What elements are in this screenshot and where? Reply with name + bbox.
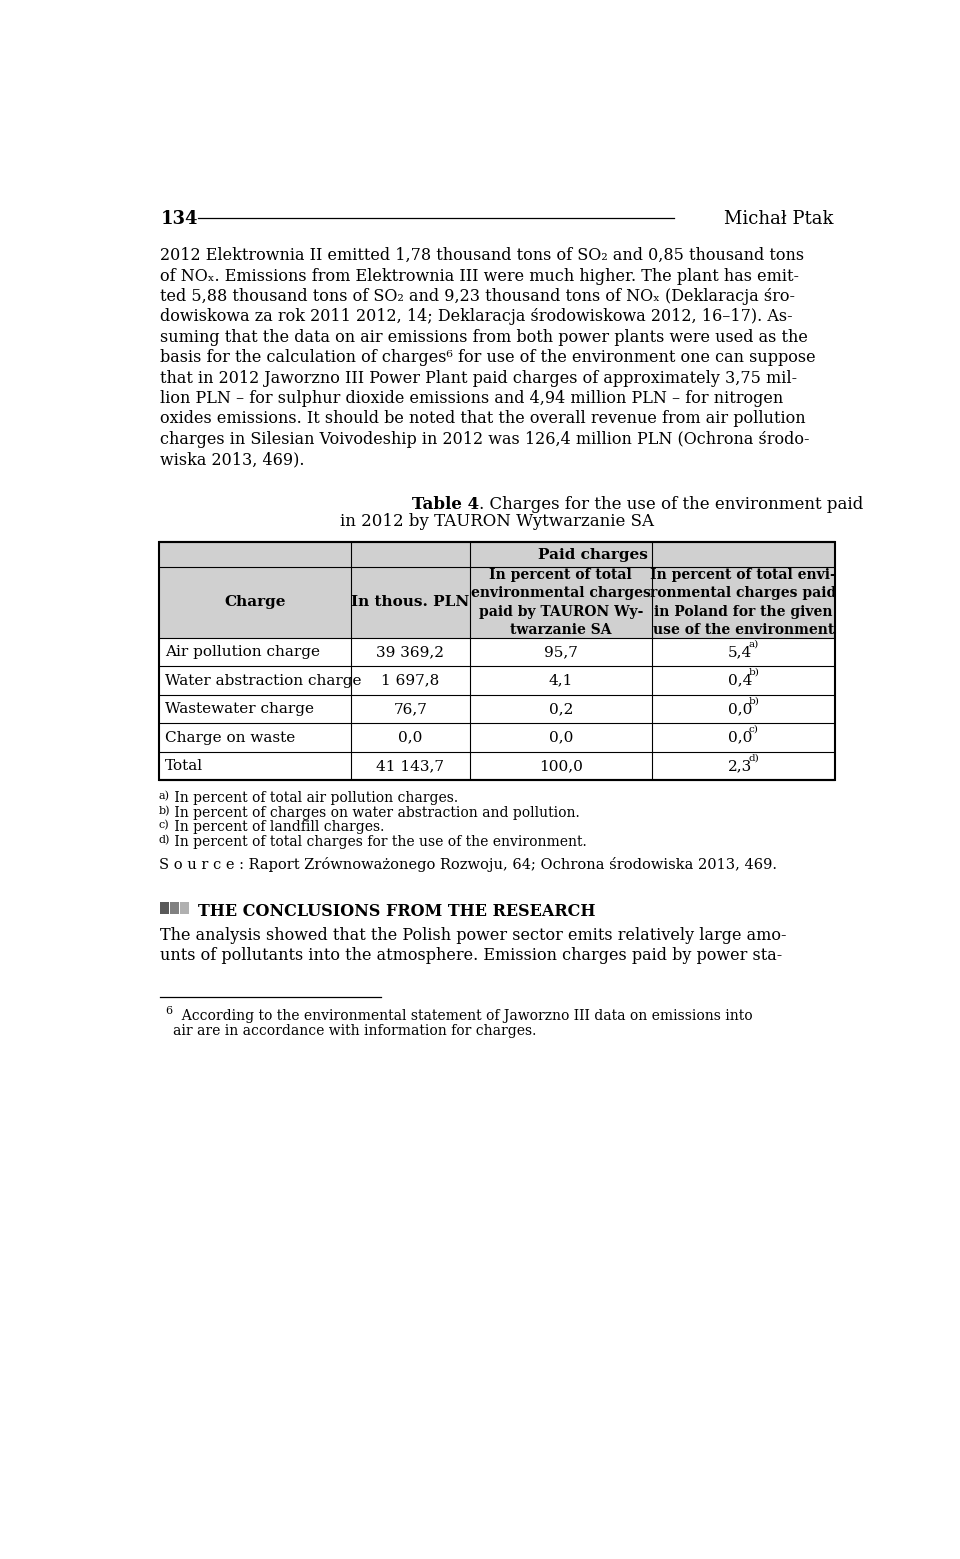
Text: The analysis showed that the Polish power sector emits relatively large amo-: The analysis showed that the Polish powe… <box>160 926 787 943</box>
Text: 0,2: 0,2 <box>549 702 573 716</box>
Text: 134: 134 <box>160 210 198 228</box>
Text: 76,7: 76,7 <box>394 702 427 716</box>
Bar <box>158 543 834 781</box>
Text: 4,1: 4,1 <box>549 673 573 688</box>
Text: 1 697,8: 1 697,8 <box>381 673 440 688</box>
Bar <box>160 903 169 914</box>
Text: 95,7: 95,7 <box>544 645 578 659</box>
Text: b): b) <box>749 667 759 677</box>
Text: In percent of charges on water abstraction and pollution.: In percent of charges on water abstracti… <box>170 806 579 820</box>
Text: suming that the data on air emissions from both power plants were used as the: suming that the data on air emissions fr… <box>160 329 808 346</box>
Text: 0,0: 0,0 <box>728 731 753 745</box>
Text: lion PLN – for sulphur dioxide emissions and 4,94 million PLN – for nitrogen: lion PLN – for sulphur dioxide emissions… <box>160 390 783 407</box>
Text: Paid charges: Paid charges <box>538 547 648 561</box>
Text: In percent of total
environmental charges
paid by TAURON Wy-
twarzanie SA: In percent of total environmental charge… <box>471 567 651 638</box>
Text: in 2012 by TAURON Wytwarzanie SA: in 2012 by TAURON Wytwarzanie SA <box>340 513 654 530</box>
Bar <box>158 567 834 638</box>
Bar <box>158 543 834 567</box>
Text: 0,0: 0,0 <box>728 702 753 716</box>
Text: d): d) <box>158 836 170 845</box>
Bar <box>180 903 189 914</box>
Text: In percent of total envi-
ronmental charges paid
in Poland for the given
use of : In percent of total envi- ronmental char… <box>650 567 836 638</box>
Text: ted 5,88 thousand tons of SO₂ and 9,23 thousand tons of NOₓ (Deklaracja śro-: ted 5,88 thousand tons of SO₂ and 9,23 t… <box>160 288 795 306</box>
Text: c): c) <box>158 820 169 831</box>
Bar <box>158 638 834 666</box>
Text: Water abstraction charge: Water abstraction charge <box>165 673 362 688</box>
Text: In percent of landfill charges.: In percent of landfill charges. <box>170 820 384 834</box>
Text: a): a) <box>158 790 170 801</box>
Text: . Charges for the use of the environment paid: . Charges for the use of the environment… <box>479 496 863 513</box>
Text: unts of pollutants into the atmosphere. Emission charges paid by power sta-: unts of pollutants into the atmosphere. … <box>160 946 782 963</box>
Text: c): c) <box>749 725 758 734</box>
Text: air are in accordance with information for charges.: air are in accordance with information f… <box>173 1024 536 1038</box>
Bar <box>158 751 834 781</box>
Text: Table 4: Table 4 <box>412 496 479 513</box>
Text: of NOₓ. Emissions from Elektrownia III were much higher. The plant has emit-: of NOₓ. Emissions from Elektrownia III w… <box>160 268 800 285</box>
Text: 6: 6 <box>165 1006 172 1016</box>
Text: d): d) <box>749 753 759 762</box>
Text: THE CONCLUSIONS FROM THE RESEARCH: THE CONCLUSIONS FROM THE RESEARCH <box>199 903 596 920</box>
Text: charges in Silesian Voivodeship in 2012 was 126,4 million PLN (Ochrona środo-: charges in Silesian Voivodeship in 2012 … <box>160 430 810 447</box>
Text: 0,4: 0,4 <box>728 673 753 688</box>
Text: 100,0: 100,0 <box>539 759 583 773</box>
Bar <box>158 666 834 695</box>
Text: basis for the calculation of charges⁶ for use of the environment one can suppose: basis for the calculation of charges⁶ fo… <box>160 349 816 366</box>
Text: 0,0: 0,0 <box>549 731 573 745</box>
Text: 0,0: 0,0 <box>398 731 422 745</box>
Text: In percent of total air pollution charges.: In percent of total air pollution charge… <box>170 790 458 804</box>
Text: b): b) <box>158 806 170 815</box>
Text: Total: Total <box>165 759 204 773</box>
Text: Wastewater charge: Wastewater charge <box>165 702 314 716</box>
Text: 2012 Elektrownia II emitted 1,78 thousand tons of SO₂ and 0,85 thousand tons: 2012 Elektrownia II emitted 1,78 thousan… <box>160 248 804 263</box>
Text: In percent of total charges for the use of the environment.: In percent of total charges for the use … <box>170 836 587 850</box>
Bar <box>158 723 834 751</box>
Text: 2,3: 2,3 <box>728 759 753 773</box>
Text: oxides emissions. It should be noted that the overall revenue from air pollution: oxides emissions. It should be noted tha… <box>160 410 806 427</box>
Text: 41 143,7: 41 143,7 <box>376 759 444 773</box>
Text: 39 369,2: 39 369,2 <box>376 645 444 659</box>
Text: In thous. PLN: In thous. PLN <box>351 596 469 610</box>
Text: Charge: Charge <box>225 596 286 610</box>
Text: that in 2012 Jaworzno III Power Plant paid charges of approximately 3,75 mil-: that in 2012 Jaworzno III Power Plant pa… <box>160 369 798 387</box>
Text: Charge on waste: Charge on waste <box>165 731 296 745</box>
Text: a): a) <box>749 639 758 649</box>
Text: S o u r c e : Raport Zrównoważonego Rozwoju, 64; Ochrona środowiska 2013, 469.: S o u r c e : Raport Zrównoważonego Rozw… <box>158 857 777 873</box>
Text: Air pollution charge: Air pollution charge <box>165 645 320 659</box>
Text: Michał Ptak: Michał Ptak <box>724 210 833 228</box>
Bar <box>158 695 834 723</box>
Text: b): b) <box>749 697 759 705</box>
Text: According to the environmental statement of Jaworzno III data on emissions into: According to the environmental statement… <box>173 1009 753 1023</box>
Text: 5,4: 5,4 <box>728 645 753 659</box>
Text: wiska 2013, 469).: wiska 2013, 469). <box>160 451 305 468</box>
Bar <box>170 903 179 914</box>
Text: dowiskowa za rok 2011 2012, 14; Deklaracja środowiskowa 2012, 16–17). As-: dowiskowa za rok 2011 2012, 14; Deklarac… <box>160 309 793 326</box>
